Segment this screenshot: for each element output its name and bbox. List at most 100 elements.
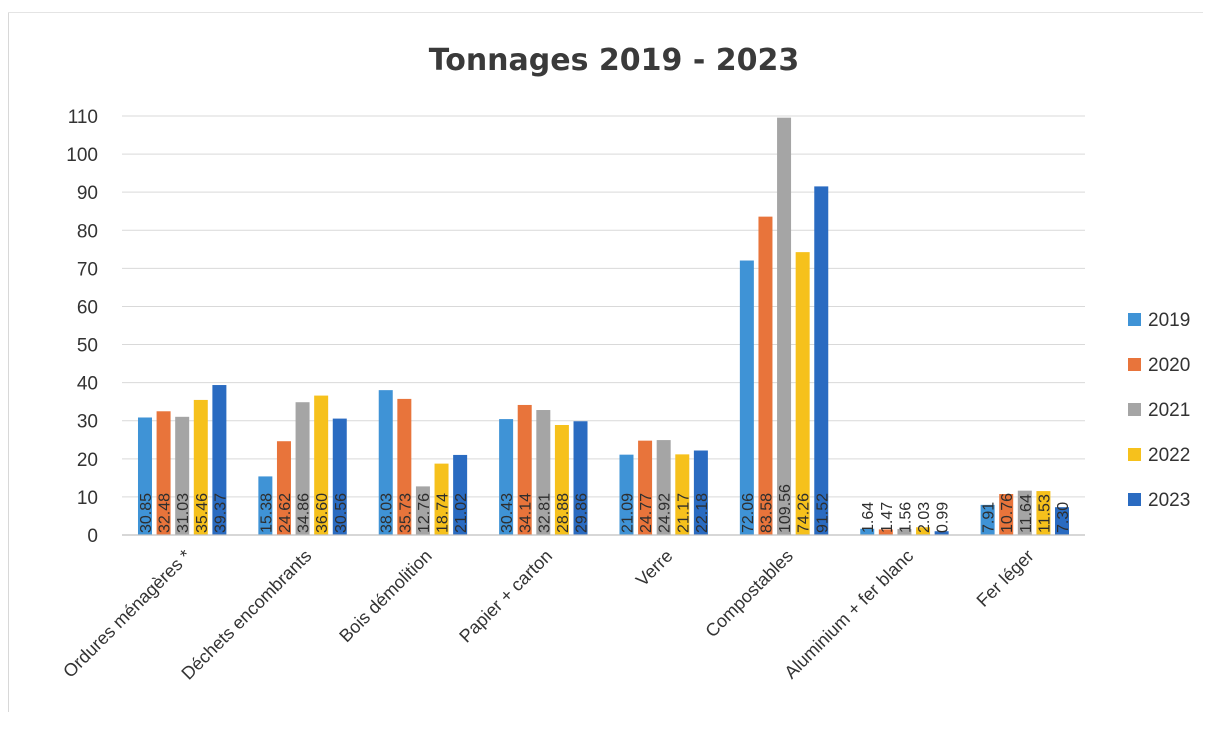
legend-label: 2023: [1148, 490, 1190, 511]
bar-2022: [1036, 491, 1051, 535]
bar-2019: [378, 390, 393, 535]
x-axis-category-labels: Ordures ménagères *Déchets encombrants Bo…: [59, 546, 1037, 684]
data-label: 7.91: [981, 502, 998, 533]
bar-2023: [212, 385, 227, 535]
data-label: 18.74: [435, 493, 452, 533]
bar-2020: [276, 441, 291, 535]
bar-2019: [860, 528, 875, 535]
frame-left-border: [8, 12, 9, 712]
y-tick-label: 40: [77, 374, 98, 395]
bar-2022: [675, 454, 690, 535]
data-label: 1.64: [860, 502, 877, 533]
data-label: 2.03: [916, 502, 933, 533]
bar-2023: [814, 186, 829, 535]
bar-2020: [517, 404, 532, 535]
data-label: 34.14: [518, 493, 535, 533]
legend-swatch-2023: [1128, 493, 1141, 506]
data-label: 15.38: [258, 493, 275, 533]
data-label: 21.02: [453, 493, 470, 533]
data-label: 39.37: [212, 493, 229, 533]
bar-2020: [397, 398, 412, 535]
bar-2023: [332, 418, 347, 535]
bar-2019: [980, 504, 995, 535]
data-label: 24.92: [657, 493, 674, 533]
bar-2019: [137, 417, 152, 535]
bar-2021: [175, 416, 190, 535]
y-tick-label: 20: [77, 450, 98, 471]
x-category-label: Verre: [632, 546, 677, 591]
gridlines: [122, 115, 1085, 498]
data-label: 22.18: [694, 493, 711, 533]
y-tick-label: 80: [77, 221, 98, 242]
legend-swatch-2022: [1128, 448, 1141, 461]
data-label: 30.56: [333, 493, 350, 533]
bar-2020: [156, 411, 171, 535]
bar-series: [137, 117, 1070, 536]
data-label: 12.76: [416, 493, 433, 533]
bar-2023: [453, 454, 468, 535]
y-tick-label: 70: [77, 259, 98, 280]
frame-top-border: [8, 12, 1203, 13]
data-label: 1.47: [879, 502, 896, 533]
data-label: 0.99: [935, 502, 952, 533]
bar-2019: [739, 260, 754, 535]
bar-2021: [897, 529, 912, 535]
bar-2020: [878, 529, 893, 535]
legend-swatch-2021: [1128, 403, 1141, 416]
data-label: 34.86: [296, 493, 313, 533]
data-label: 24.62: [277, 493, 294, 533]
y-tick-label: 90: [77, 183, 98, 204]
legend-swatch-2020: [1128, 358, 1141, 371]
bar-2023: [573, 421, 588, 535]
data-label: 32.81: [536, 493, 553, 533]
bar-2021: [1017, 490, 1032, 535]
bar-2022: [795, 252, 810, 535]
data-label: 21.17: [675, 493, 692, 533]
bar-2022: [314, 395, 329, 535]
y-tick-label: 10: [77, 488, 98, 509]
data-label: 24.77: [638, 493, 655, 533]
bar-2019: [619, 454, 634, 535]
data-label: 1.56: [897, 502, 914, 533]
bar-2023: [1055, 507, 1070, 535]
data-label: 21.09: [619, 493, 636, 533]
x-category-label: Aluminium + fer blanc: [780, 546, 917, 683]
chart-title: Tonnages 2019 - 2023: [429, 43, 800, 78]
bar-2020: [999, 494, 1014, 535]
data-label: 30.85: [138, 493, 155, 533]
legend: 2019 2020 2021 2022 2023: [1128, 310, 1190, 511]
data-label: 91.52: [814, 493, 831, 533]
legend-label: 2020: [1148, 355, 1190, 376]
bar-2021: [536, 410, 551, 535]
x-category-label: Bois démolition: [335, 546, 435, 646]
x-category-label: Ordures ménagères *: [59, 546, 195, 682]
legend-label: 2021: [1148, 400, 1190, 421]
x-category-label: Papier + carton: [455, 546, 556, 647]
bar-2022: [554, 424, 569, 535]
x-category-label: Compostables: [701, 546, 797, 642]
x-category-label: Déchets encombrants: [177, 546, 315, 684]
bar-2021: [656, 440, 671, 535]
data-label: 30.43: [499, 493, 516, 533]
bar-2020: [758, 216, 773, 536]
bar-2023: [934, 531, 949, 535]
y-tick-label: 100: [66, 145, 98, 166]
data-labels: 30.85 32.48 31.03 35.46 39.37 15.38 24.62 34.86…: [138, 484, 1072, 533]
legend-label: 2019: [1148, 310, 1190, 331]
bar-2019: [499, 419, 514, 535]
y-tick-label: 30: [77, 412, 98, 433]
data-label: 11.53: [1036, 494, 1053, 533]
bar-2022: [916, 527, 931, 535]
data-label: 29.86: [574, 493, 591, 533]
bar-2021: [777, 117, 792, 536]
bar-2019: [258, 476, 273, 535]
y-axis-tick-labels: 0 10 20 30 40 50 60 70 80 90 100 110: [66, 107, 98, 547]
data-label: 10.76: [999, 493, 1016, 533]
y-tick-label: 110: [68, 107, 98, 128]
data-label: 11.64: [1018, 494, 1035, 533]
data-label: 35.46: [194, 493, 211, 533]
data-label: 31.03: [175, 493, 192, 533]
data-label: 74.26: [796, 493, 813, 533]
data-label: 38.03: [379, 493, 396, 533]
